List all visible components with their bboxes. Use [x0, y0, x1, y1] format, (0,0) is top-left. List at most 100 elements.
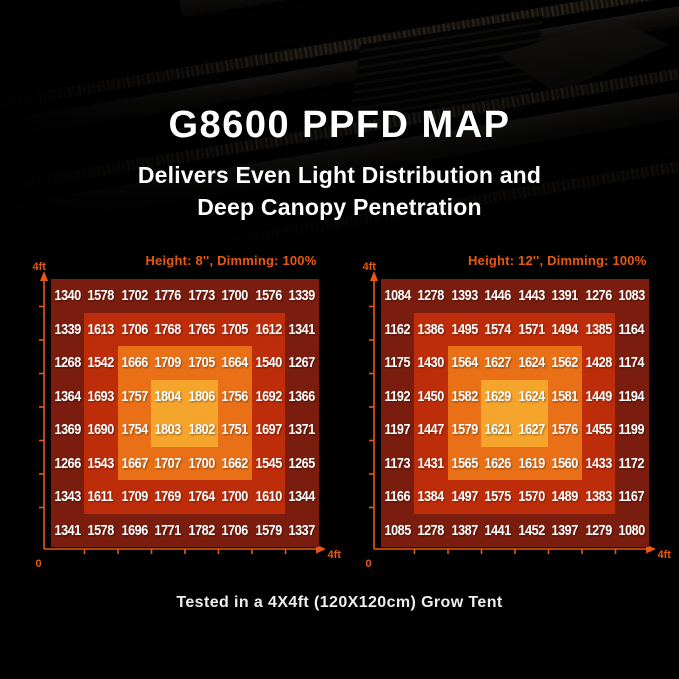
ppfd-cell: 1664 [218, 346, 252, 380]
ppfd-cell: 1443 [514, 279, 548, 313]
ppfd-cell: 1455 [581, 413, 615, 447]
ppfd-cell: 1564 [447, 346, 481, 380]
ppfd-cell: 1430 [414, 346, 448, 380]
ppfd-cell: 1769 [151, 480, 185, 514]
ppfd-grid-12in: 1084 1278 1393 1446 1443 1391 1276 1083 1162 1386… [380, 279, 649, 547]
ppfd-cell: 1565 [447, 446, 481, 480]
ppfd-cell: 1782 [184, 513, 218, 547]
ppfd-cell: 1197 [380, 413, 414, 447]
ppfd-cell: 1341 [285, 312, 319, 346]
ppfd-cell: 1693 [84, 379, 118, 413]
panel-title-height-12in: Height: 12'', Dimming: 100% [468, 253, 647, 268]
ppfd-cell: 1543 [84, 446, 118, 480]
ppfd-cell: 1562 [548, 346, 582, 380]
page-subtitle: Delivers Even Light Distribution and Dee… [0, 160, 679, 223]
ppfd-cell: 1706 [117, 312, 151, 346]
ppfd-cell: 1802 [184, 413, 218, 447]
ppfd-cell: 1666 [117, 346, 151, 380]
ppfd-cell: 1494 [548, 312, 582, 346]
ppfd-cell: 1773 [184, 279, 218, 313]
ppfd-cell: 1700 [184, 446, 218, 480]
ppfd-cell: 1611 [84, 480, 118, 514]
ppfd-cell: 1803 [151, 413, 185, 447]
ppfd-cell: 1804 [151, 379, 185, 413]
ppfd-cell: 1700 [218, 279, 252, 313]
ppfd-cell: 1570 [514, 480, 548, 514]
subtitle-line-1: Delivers Even Light Distribution and [137, 162, 542, 188]
ppfd-cell: 1175 [380, 346, 414, 380]
ppfd-cell: 1371 [285, 413, 319, 447]
ppfd-cell: 1705 [218, 312, 252, 346]
ppfd-cell: 1765 [184, 312, 218, 346]
ppfd-cell: 1709 [151, 346, 185, 380]
ppfd-cell: 1447 [414, 413, 448, 447]
ppfd-cell: 1576 [251, 279, 285, 313]
ppfd-cell: 1495 [447, 312, 481, 346]
ppfd-cell: 1366 [285, 379, 319, 413]
ppfd-cell: 1279 [581, 513, 615, 547]
page-title: G8600 PPFD MAP [168, 104, 511, 146]
ppfd-cell: 1276 [581, 279, 615, 313]
ppfd-cell: 1452 [514, 513, 548, 547]
ppfd-cell: 1278 [414, 279, 448, 313]
ppfd-cell: 1754 [117, 413, 151, 447]
ppfd-cell: 1697 [251, 413, 285, 447]
ppfd-grid-8in: 1340 1578 1702 1776 1773 1700 1576 1339 1339 1613… [50, 279, 319, 547]
ppfd-cell: 1575 [481, 480, 515, 514]
ppfd-cell: 1167 [615, 480, 649, 514]
grow-light-photo [0, 0, 679, 240]
photo-dark-overlay [0, 0, 679, 240]
ppfd-cell: 1192 [380, 379, 414, 413]
ppfd-cell: 1613 [84, 312, 118, 346]
ppfd-cell: 1578 [84, 279, 118, 313]
ppfd-cell: 1397 [548, 513, 582, 547]
ppfd-cell: 1267 [285, 346, 319, 380]
ppfd-cell: 1705 [184, 346, 218, 380]
ppfd-cell: 1446 [481, 279, 515, 313]
ppfd-cell: 1172 [615, 446, 649, 480]
axes-icon [38, 271, 326, 554]
ppfd-cell: 1560 [548, 446, 582, 480]
ppfd-cell: 1579 [251, 513, 285, 547]
ppfd-cell: 1629 [481, 379, 515, 413]
ppfd-cell: 1610 [251, 480, 285, 514]
ppfd-cell: 1751 [218, 413, 252, 447]
x-axis-max-label: 4ft [327, 549, 341, 561]
ppfd-cell: 1369 [50, 413, 84, 447]
ppfd-cell: 1339 [285, 279, 319, 313]
y-axis-max-label: 4ft [362, 261, 376, 273]
ppfd-cell: 1173 [380, 446, 414, 480]
plot-area-8in: 4ft 1340 1578 1702 1776 1773 1700 1576 1339 1339… [31, 262, 341, 575]
axes-icon [368, 271, 656, 554]
ppfd-cell: 1266 [50, 446, 84, 480]
ppfd-cell: 1083 [615, 279, 649, 313]
ppfd-cell: 1391 [548, 279, 582, 313]
ppfd-cell: 1162 [380, 312, 414, 346]
ppfd-cell: 1497 [447, 480, 481, 514]
ppfd-cell: 1449 [581, 379, 615, 413]
ppfd-cell: 1776 [151, 279, 185, 313]
ppfd-cell: 1706 [218, 513, 252, 547]
ppfd-panel-height-12in: Height: 12'', Dimming: 100% 4ft 1084 1278… [361, 253, 671, 575]
ppfd-cell: 1624 [514, 379, 548, 413]
ppfd-cell: 1450 [414, 379, 448, 413]
origin-label: 0 [35, 558, 42, 570]
ppfd-cell: 1690 [84, 413, 118, 447]
ppfd-cell: 1757 [117, 379, 151, 413]
ppfd-cell: 1806 [184, 379, 218, 413]
ppfd-cell: 1696 [117, 513, 151, 547]
ppfd-cell: 1709 [117, 480, 151, 514]
ppfd-cell: 1579 [447, 413, 481, 447]
origin-label: 0 [365, 558, 372, 570]
ppfd-cell: 1174 [615, 346, 649, 380]
ppfd-cell: 1433 [581, 446, 615, 480]
ppfd-cell: 1612 [251, 312, 285, 346]
plot-area-12in: 4ft 1084 1278 1393 1446 1443 1391 1276 1083 1162… [361, 262, 671, 575]
ppfd-cell: 1393 [447, 279, 481, 313]
subtitle-line-2: Deep Canopy Penetration [197, 193, 482, 220]
panel-title-height-8in: Height: 8'', Dimming: 100% [145, 253, 317, 268]
ppfd-cell: 1166 [380, 480, 414, 514]
ppfd-cell: 1387 [447, 513, 481, 547]
ppfd-cell: 1337 [285, 513, 319, 547]
